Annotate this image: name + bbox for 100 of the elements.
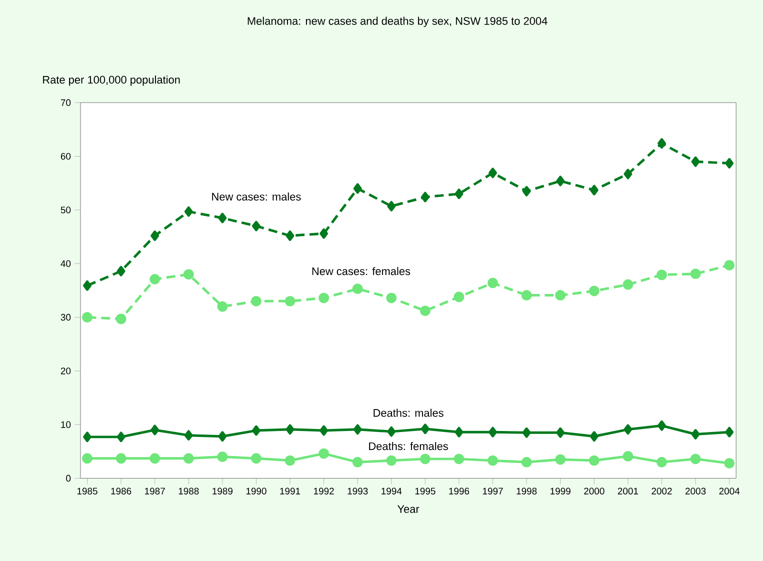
point [555, 290, 566, 301]
point [488, 168, 498, 178]
point [488, 426, 498, 438]
point [320, 425, 328, 436]
series-label: New cases: females [312, 267, 410, 276]
point [183, 453, 194, 464]
y-tick-label: 0 [66, 474, 71, 482]
point [656, 456, 667, 468]
x-tick-label: 2002 [652, 488, 672, 494]
x-tick-label: 1999 [550, 488, 570, 494]
point [352, 456, 363, 468]
point [590, 184, 598, 196]
point [116, 432, 126, 442]
point [724, 458, 735, 468]
point [83, 432, 92, 442]
x-tick-label: 2000 [584, 488, 604, 494]
point [218, 431, 227, 442]
point [420, 192, 430, 202]
point [353, 183, 362, 194]
point [184, 430, 193, 441]
point [590, 431, 598, 442]
x-tick-label: 2003 [685, 488, 706, 494]
point [521, 456, 532, 468]
chart-title: Melanoma: new cases and deaths by sex, NSW 1985 to 2004 [248, 16, 548, 28]
x-tick-label: 1988 [178, 488, 199, 494]
point [522, 427, 531, 438]
x-tick-label: 1996 [449, 488, 470, 494]
x-axis-title: Year [397, 505, 420, 513]
point [150, 230, 160, 241]
x-tick-label: 1989 [212, 488, 232, 494]
y-tick-label: 30 [60, 314, 71, 321]
point [252, 425, 260, 436]
x-tick-label: 1990 [246, 488, 266, 494]
point [724, 260, 735, 270]
point [622, 279, 634, 290]
point [725, 426, 734, 438]
point [217, 301, 228, 312]
x-tick-label: 2004 [719, 488, 740, 494]
series-label: New cases: males [212, 192, 301, 201]
x-tick-label: 1995 [415, 488, 436, 494]
x-tick-label: 1998 [516, 488, 537, 494]
point [454, 292, 464, 302]
point [150, 424, 160, 436]
point [690, 454, 701, 464]
point [725, 158, 734, 169]
point [656, 270, 667, 280]
point [218, 212, 227, 224]
point [488, 455, 498, 466]
point [184, 206, 193, 217]
point [555, 454, 566, 465]
point [588, 455, 600, 466]
point [352, 284, 363, 294]
point [183, 269, 194, 280]
point [521, 290, 532, 301]
point [318, 448, 330, 459]
point [556, 427, 565, 438]
point [150, 274, 160, 284]
point [387, 426, 396, 437]
point [83, 280, 92, 291]
x-tick-label: 1997 [482, 488, 503, 494]
point [556, 176, 565, 186]
point [386, 292, 397, 304]
x-tick-label: 1993 [348, 488, 368, 494]
point [454, 454, 464, 464]
y-tick-label: 60 [60, 152, 71, 160]
point [82, 312, 92, 323]
point [318, 292, 330, 304]
point [286, 230, 294, 241]
point [454, 188, 464, 200]
point [454, 426, 464, 438]
point [387, 200, 396, 212]
x-tick-label: 1986 [111, 488, 132, 494]
y-tick-label: 10 [61, 421, 71, 428]
point [252, 220, 260, 232]
point [691, 429, 700, 440]
point [320, 228, 328, 239]
y-tick-label: 70 [60, 99, 71, 106]
point [420, 306, 430, 316]
y-tick-label: 20 [60, 368, 71, 374]
point [658, 138, 666, 149]
point [286, 424, 294, 435]
point [690, 268, 701, 280]
point [250, 453, 262, 464]
point [522, 186, 531, 196]
y-tick-label: 40 [60, 260, 71, 267]
point [82, 453, 92, 464]
point [622, 451, 634, 462]
point [624, 168, 632, 180]
point [116, 314, 126, 324]
point [420, 454, 430, 464]
point [588, 286, 600, 296]
point [488, 278, 498, 288]
x-tick-label: 1994 [382, 488, 402, 494]
point [284, 296, 296, 306]
x-tick-label: 1985 [77, 488, 98, 494]
point [353, 424, 362, 435]
y-tick-label: 50 [60, 206, 71, 214]
point [420, 424, 430, 434]
point [658, 420, 666, 431]
x-tick-label: 1992 [314, 488, 334, 494]
